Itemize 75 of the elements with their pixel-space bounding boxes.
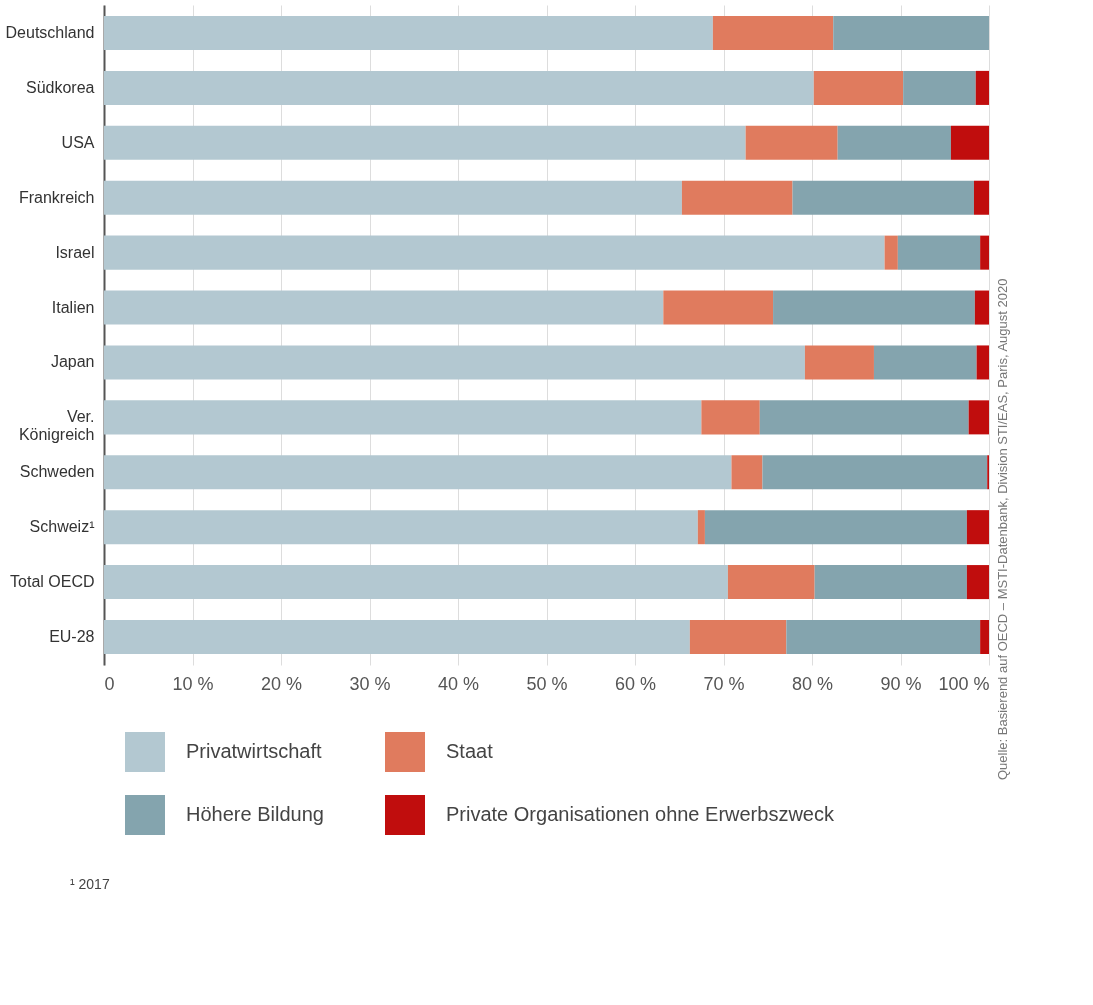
bar <box>973 180 989 215</box>
y-tick-label: Total OECD <box>10 573 95 591</box>
bar <box>681 180 793 215</box>
source-note: Quelle: Basierend auf OECD – MSTI-Datenbank, Division STI/EAS, Paris, August 2020 <box>995 277 1010 780</box>
bar <box>813 70 904 105</box>
x-tick-label: 10 % <box>172 673 214 694</box>
y-tick-label: Frankreich <box>18 188 95 206</box>
x-tick-label: 20 % <box>260 673 303 694</box>
y-tick-label: Südkorea <box>26 78 95 96</box>
bar <box>975 70 989 105</box>
bar <box>104 290 664 325</box>
bar <box>704 510 967 545</box>
x-tick-label: 0 <box>104 673 115 694</box>
x-tick-label: 60 % <box>614 673 657 694</box>
bar <box>689 619 787 655</box>
bar <box>731 455 763 490</box>
bar <box>837 125 951 160</box>
y-tick-label: USA <box>61 133 95 151</box>
bar <box>980 235 989 270</box>
bar <box>814 565 967 600</box>
bar <box>104 345 805 380</box>
bar <box>966 565 989 600</box>
x-tick-label: 100 % <box>938 673 990 694</box>
bar <box>833 15 989 51</box>
bar <box>104 619 690 655</box>
bar <box>104 400 702 435</box>
bar <box>759 400 969 435</box>
x-tick-label: 90 % <box>880 673 922 694</box>
bar <box>804 345 874 380</box>
text: ¹ 2017 <box>70 876 111 892</box>
bar <box>903 70 976 105</box>
bar <box>762 455 988 490</box>
y-tick-label: Deutschland <box>5 24 95 41</box>
y-tick-label: Italien <box>51 298 95 316</box>
y-tick-label: Schweiz¹ <box>29 518 95 536</box>
y-tick-label: EU-28 <box>49 628 95 645</box>
bar <box>745 125 838 160</box>
legend-label: Staat <box>446 740 494 762</box>
bar <box>884 235 898 270</box>
bar <box>873 345 977 380</box>
x-tick-label: 30 % <box>349 673 391 694</box>
bar <box>104 510 698 545</box>
bar <box>663 290 774 325</box>
bar <box>701 400 760 435</box>
bar <box>980 619 989 655</box>
bar <box>104 70 814 105</box>
x-tick-label: 70 % <box>703 673 745 694</box>
bar <box>966 510 989 545</box>
bar <box>792 180 974 215</box>
bar <box>104 565 728 600</box>
x-tick-label: 80 % <box>791 673 834 694</box>
bar <box>104 455 732 490</box>
x-tick-label: 50 % <box>526 673 568 694</box>
bar <box>786 619 981 655</box>
bar <box>773 290 975 325</box>
bar <box>968 400 989 435</box>
y-tick-label: Ver. Königreich <box>18 408 95 444</box>
bar <box>974 290 989 325</box>
bar <box>897 235 981 270</box>
bar <box>104 15 713 51</box>
y-tick-label: Schweden <box>19 463 95 481</box>
y-tick-label: Israel <box>55 243 95 261</box>
bar <box>950 125 989 160</box>
bar <box>104 180 682 215</box>
bar <box>976 345 989 380</box>
x-tick-label: 40 % <box>437 673 480 694</box>
bar <box>697 510 705 545</box>
bar <box>104 235 885 270</box>
y-tick-label: Japan <box>50 353 95 371</box>
legend-label: Private Organisationen ohne Erwerbszweck <box>446 803 835 825</box>
bar <box>104 125 746 160</box>
bar <box>712 15 834 51</box>
legend-label: Höhere Bildung <box>186 803 324 825</box>
legend-label: Privatwirtschaft <box>186 740 323 762</box>
bar <box>727 565 815 600</box>
